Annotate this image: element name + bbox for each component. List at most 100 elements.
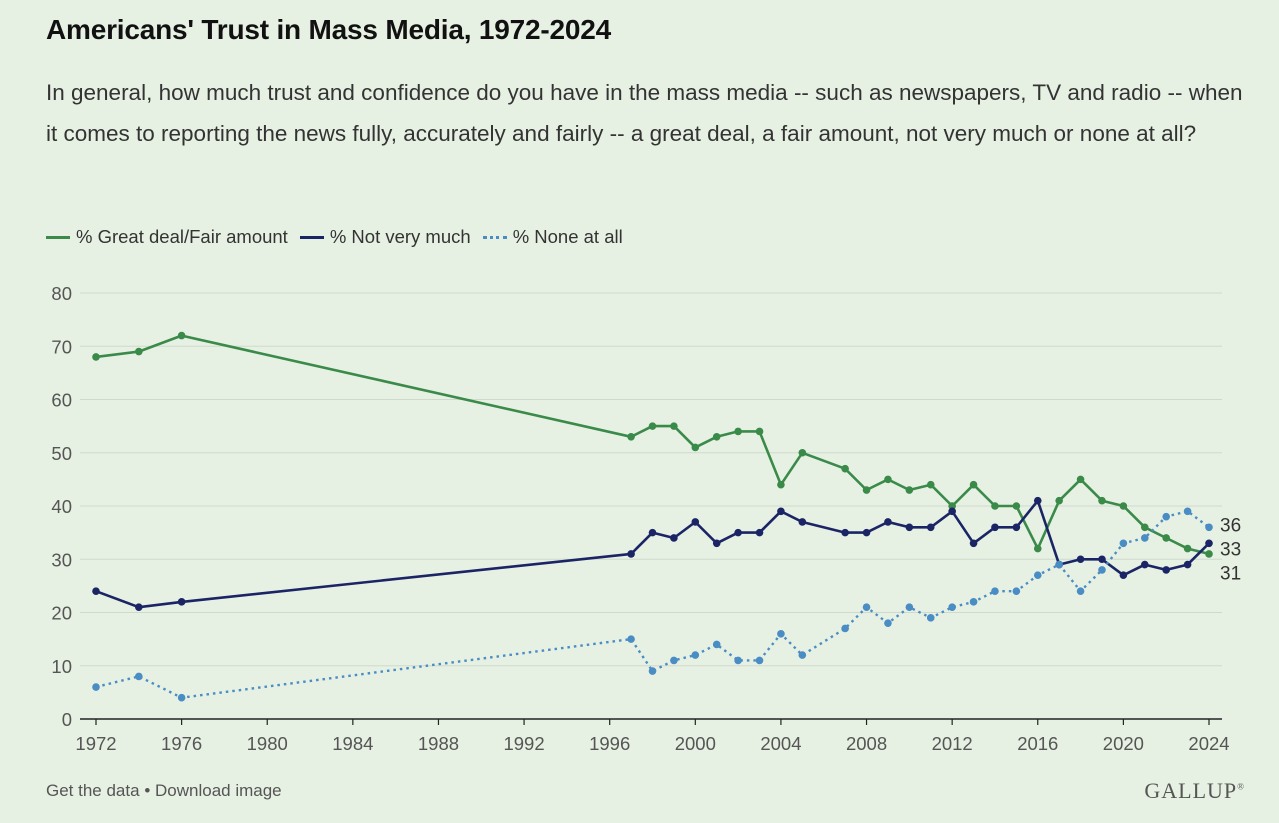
y-tick-label: 50: [51, 443, 72, 464]
data-point: [926, 614, 935, 622]
data-point: [1076, 587, 1085, 595]
x-tick-label: 2016: [1017, 733, 1058, 754]
data-point: [1012, 502, 1021, 510]
legend-label: % Great deal/Fair amount: [76, 226, 288, 247]
data-point: [177, 598, 186, 606]
data-point: [777, 630, 785, 638]
end-label: 31: [1220, 563, 1241, 584]
data-point: [1183, 544, 1192, 553]
data-point: [1119, 502, 1128, 510]
data-point: [670, 534, 678, 542]
data-point: [1140, 560, 1149, 569]
data-point: [734, 427, 742, 436]
data-point: [135, 347, 143, 356]
data-point: [670, 422, 678, 430]
chart-legend: % Great deal/Fair amount % Not very much…: [46, 226, 623, 248]
data-point: [648, 528, 657, 537]
x-tick-label: 1992: [503, 733, 544, 754]
data-point: [969, 598, 978, 606]
legend-item-not-very-much: % Not very much: [299, 226, 471, 248]
data-point: [905, 486, 914, 494]
data-point: [862, 486, 871, 494]
data-point: [1098, 555, 1106, 564]
x-tick-label: 1984: [332, 733, 373, 754]
data-point: [884, 619, 892, 627]
data-point: [135, 672, 143, 681]
legend-swatch-blue: [482, 235, 507, 239]
x-tick-label: 2008: [846, 733, 887, 754]
chart-subtitle: In general, how much trust and confidenc…: [46, 80, 1243, 146]
y-tick-label: 70: [51, 336, 72, 357]
data-point: [905, 523, 914, 532]
data-point: [627, 550, 635, 558]
legend-label: % Not very much: [329, 226, 471, 247]
y-tick-label: 80: [51, 283, 72, 304]
x-tick-label: 1988: [418, 733, 459, 754]
data-point: [691, 651, 700, 659]
data-point: [1098, 566, 1106, 574]
x-tick-label: 2000: [675, 733, 716, 754]
data-point: [734, 656, 742, 665]
legend-label: % None at all: [512, 226, 623, 247]
data-point: [712, 539, 721, 548]
data-point: [691, 443, 700, 452]
data-point: [798, 448, 807, 457]
y-tick-label: 30: [51, 549, 72, 570]
data-point: [991, 502, 999, 510]
data-point: [1033, 544, 1042, 553]
data-point: [862, 528, 871, 537]
data-point: [627, 635, 635, 643]
footer-separator: •: [144, 781, 151, 800]
data-point: [777, 507, 785, 516]
data-point: [841, 464, 849, 473]
end-label: 33: [1220, 539, 1241, 560]
axes: 0 10 20 30 40 50 60 70 80 1972 1976 1980 1984 1988 199…: [51, 283, 1229, 754]
data-point: [1076, 555, 1085, 564]
x-tick-label: 2020: [1103, 733, 1144, 754]
get-data-link[interactable]: Get the data: [46, 781, 140, 800]
data-point: [92, 353, 100, 361]
data-point: [1205, 550, 1213, 558]
data-point: [1140, 523, 1149, 532]
data-point: [1055, 560, 1063, 569]
data-point: [755, 528, 764, 537]
registered-mark: ®: [1237, 781, 1245, 792]
data-point: [648, 667, 657, 675]
chart-title: Americans' Trust in Mass Media, 1972-202…: [46, 14, 611, 45]
data-point: [1205, 539, 1213, 548]
gridlines: [80, 292, 1222, 667]
data-point: [755, 427, 764, 436]
x-tick-label: 2012: [932, 733, 973, 754]
data-point: [862, 603, 871, 611]
y-tick-label: 60: [51, 390, 72, 411]
data-point: [1033, 496, 1042, 505]
series-lines: [92, 331, 1213, 702]
download-image-link[interactable]: Download image: [155, 781, 282, 800]
data-point: [948, 502, 956, 510]
y-tick-label: 20: [51, 603, 72, 624]
series-line-0: [95, 334, 1210, 556]
x-tick-label: 1996: [589, 733, 630, 754]
y-tick-label: 10: [51, 656, 72, 677]
data-point: [1012, 523, 1021, 532]
gallup-logo: GALLUP®: [1144, 778, 1245, 804]
footer: Get the data • Download image: [46, 781, 282, 801]
x-tick-label: 1972: [75, 733, 116, 754]
data-point: [926, 523, 935, 532]
x-tick-label: 2004: [760, 733, 801, 754]
data-point: [841, 624, 849, 633]
data-point: [92, 587, 100, 595]
data-point: [1162, 534, 1170, 542]
data-point: [712, 432, 721, 441]
data-point: [1162, 512, 1170, 521]
data-point: [755, 656, 764, 665]
data-point: [969, 480, 978, 489]
legend-swatch-green: [46, 235, 70, 239]
data-point: [1076, 475, 1085, 484]
data-point: [798, 518, 807, 526]
data-point: [884, 518, 892, 526]
data-point: [1205, 523, 1213, 532]
legend-item-none-at-all: % None at all: [482, 226, 623, 248]
data-point: [948, 507, 956, 516]
